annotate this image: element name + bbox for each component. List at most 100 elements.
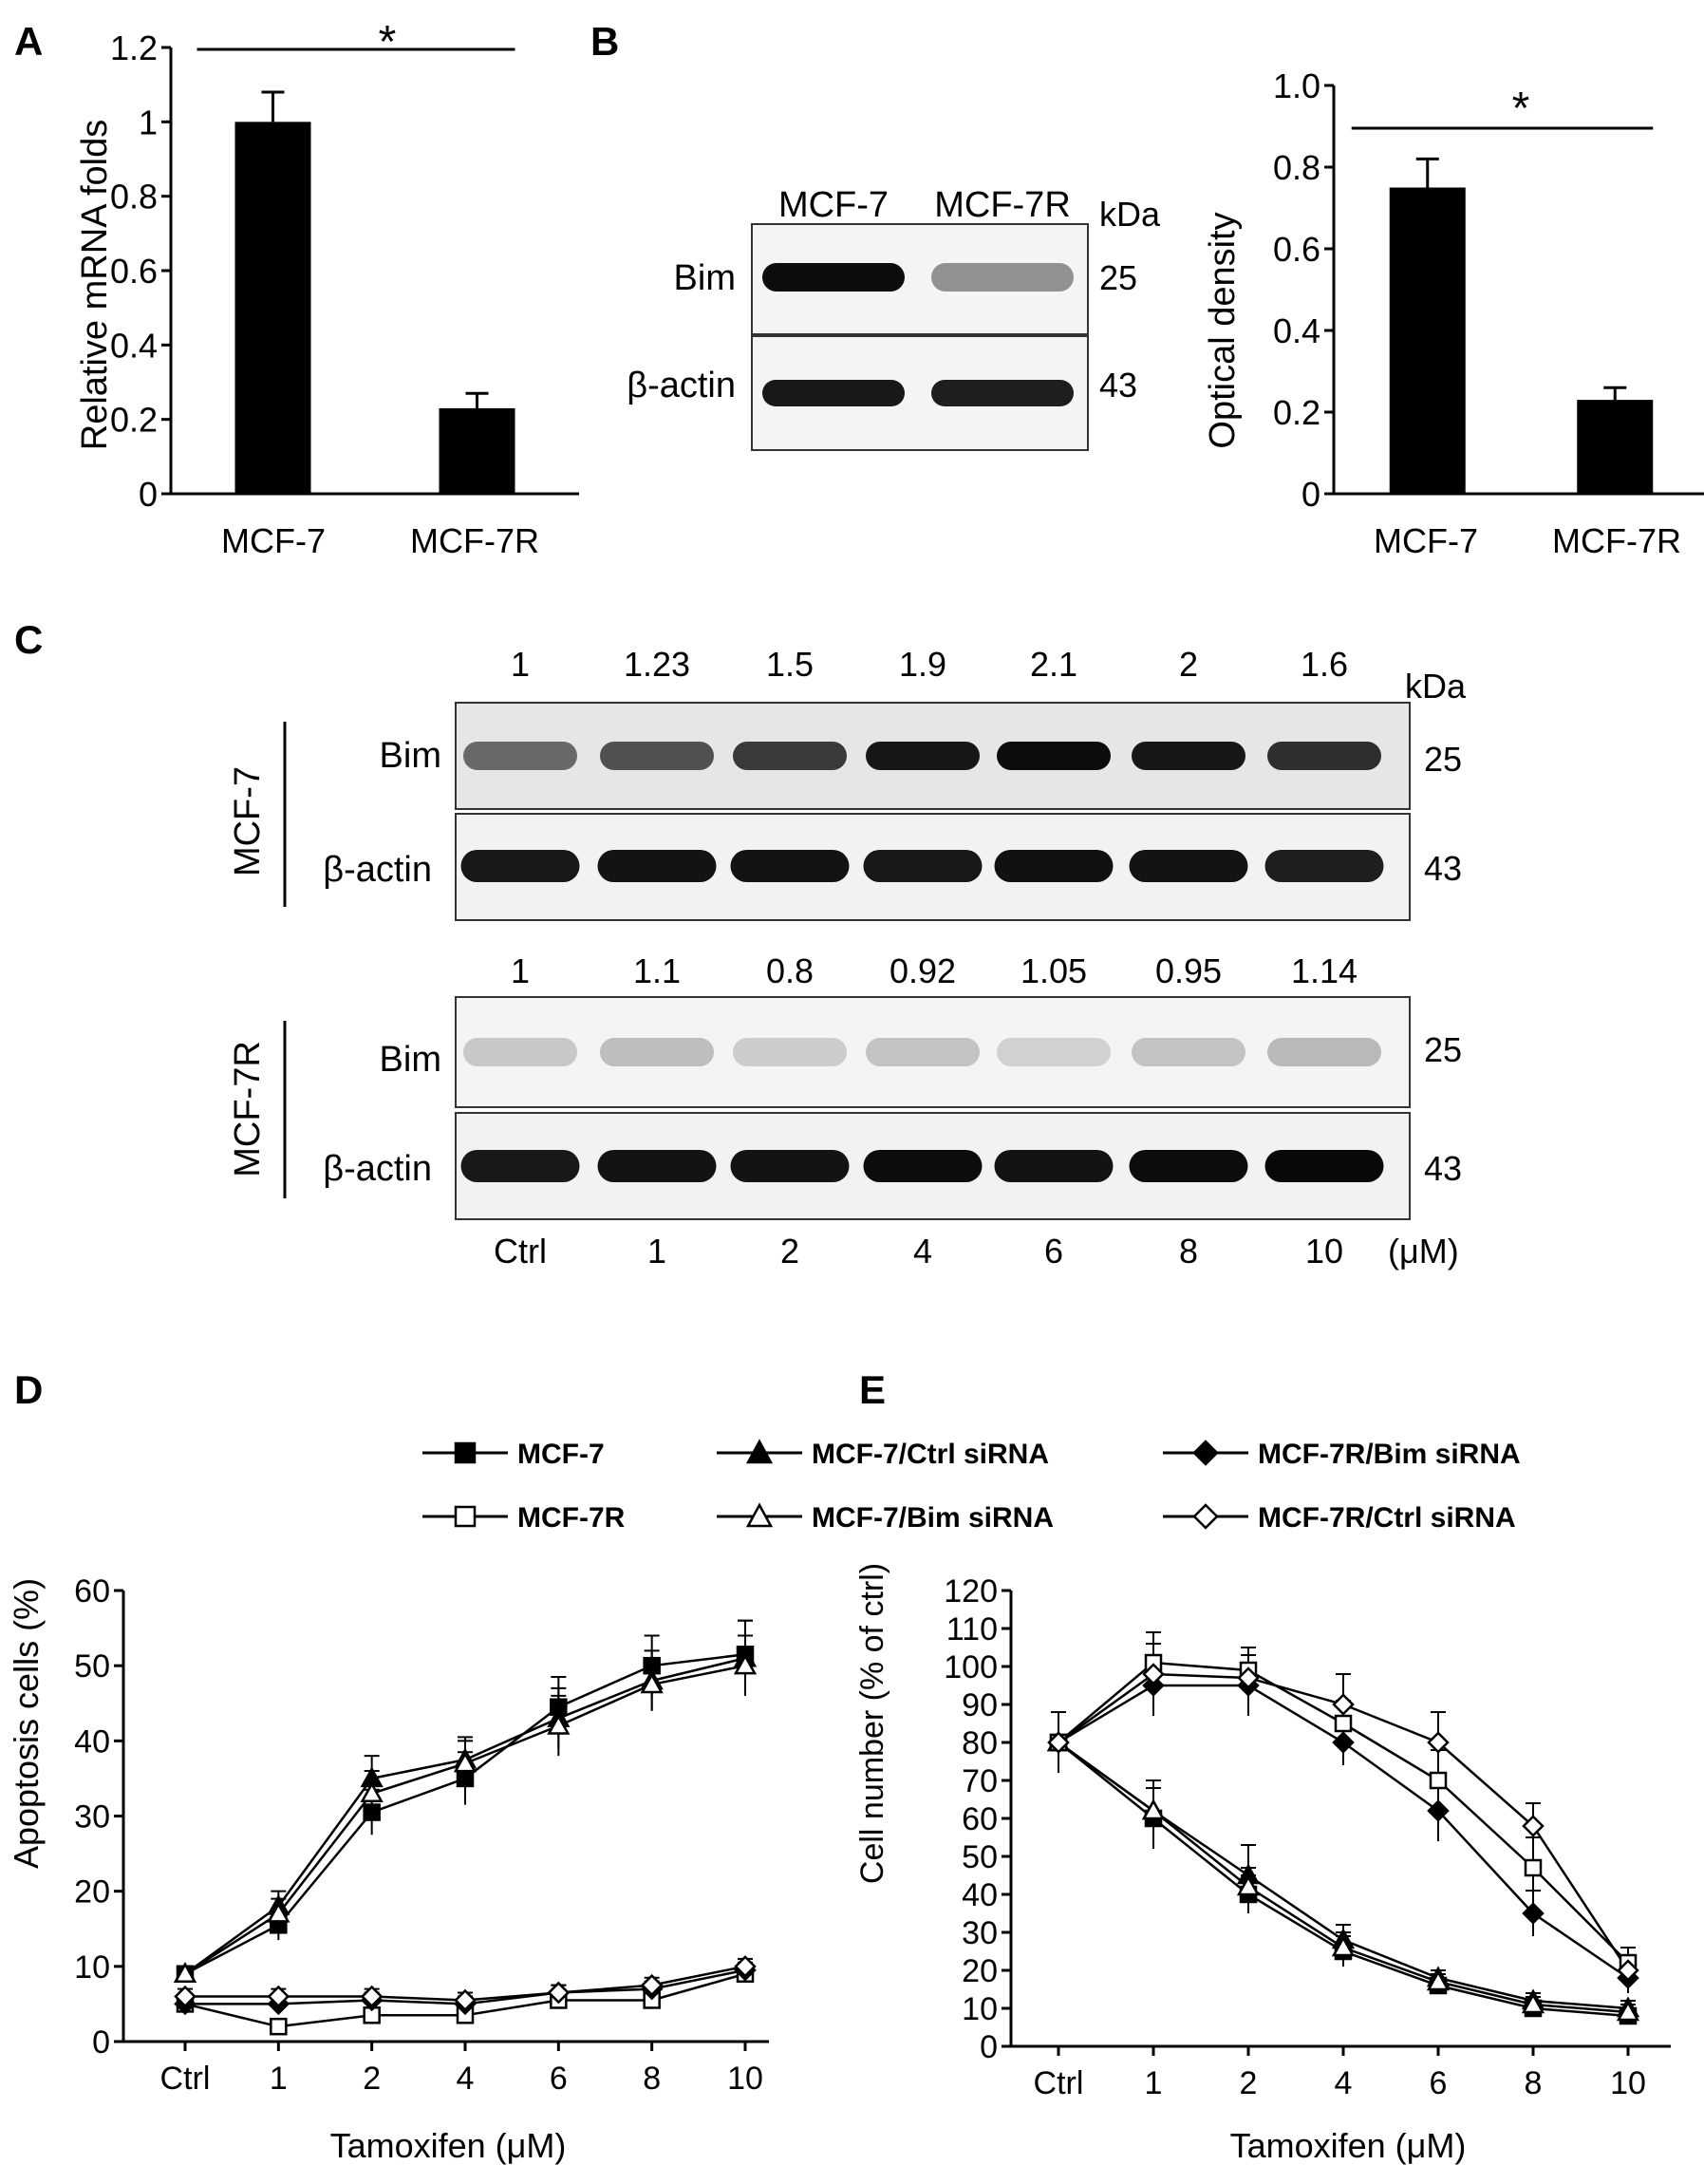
panel-d-point-mcf-7-bim-sirna (733, 1653, 758, 1675)
panel-d-y-tick-label: 40 (74, 1723, 110, 1760)
panel-e-line-chart: Cell number (% of ctrl) Tamoxifen (μM) 0… (854, 1563, 1671, 2165)
panel-d-x-tick-label: 2 (363, 2061, 381, 2097)
panel-b-western-blot: MCF-7 MCF-7R kDa Bim β-actin 25 43 (627, 185, 1161, 451)
blot-b-band-bim-mcf-7 (762, 263, 905, 292)
panel-c-western-blot: kDa MCF-7 Bim β-actin 25 43 MCF-7R Bim β… (228, 645, 1467, 1271)
panel-e-point-mcf-7r-bim-sirna (1427, 1799, 1450, 1822)
panel-a-y-tick-label: 0.8 (110, 178, 158, 217)
legend-label-mcf-7: MCF-7 (517, 1439, 605, 1470)
legend-label-mcf-7r: MCF-7R (517, 1502, 626, 1534)
panel-e-point-mcf-7r-bim-sirna (1142, 1674, 1165, 1697)
blot-c-lane-label: 2 (780, 1232, 799, 1271)
panel-b-category-label-mcf7: MCF-7 (1374, 521, 1478, 560)
blot-c-mcf-7r-bim-band (866, 1038, 980, 1066)
panel-e-y-tick-label: 30 (962, 1915, 998, 1951)
blot-c-lane-label: 6 (1044, 1232, 1063, 1271)
blot-c-mcf-7r-bim-band (600, 1038, 714, 1066)
panel-d-y-axis-label: Apoptosis cells (%) (7, 1578, 46, 1869)
blot-c-mcf-7r-bim-band (1267, 1038, 1381, 1066)
blot-c-mcf-7r-fold-value: 1.14 (1291, 951, 1358, 990)
blot-c-lane-label: 1 (647, 1232, 666, 1271)
blot-b-band-actin-mcf-7 (762, 380, 905, 406)
panel-letter-d: D (14, 1367, 43, 1412)
panel-e-y-tick-label: 0 (980, 2029, 998, 2065)
blot-c-mcf7-kda-bim: 25 (1424, 740, 1462, 779)
panel-d-point-mcf-7r (270, 2017, 288, 2036)
panel-a-y-tick-label: 0 (139, 475, 158, 514)
panel-d-point-mcf-7r-ctrl-sirna (267, 1985, 290, 2008)
panel-e-y-tick-label: 10 (962, 1991, 998, 2027)
panel-b-y-tick-label: 1.0 (1273, 66, 1320, 105)
panel-d-point-mcf-7-bim-sirna (267, 1901, 290, 1923)
blot-c-mcf-7r-fold-value: 0.8 (766, 951, 814, 990)
panel-d-x-axis-label: Tamoxifen (μM) (330, 2126, 567, 2165)
panel-d-point-mcf-7r-ctrl-sirna (454, 1988, 477, 2012)
blot-c-group-label-mcf7: MCF-7 (228, 766, 268, 876)
blot-c-mcf-7r-bim-band (997, 1038, 1111, 1066)
blot-c-mcf7-row-label-bim: Bim (380, 736, 441, 776)
panel-a-category-label-mcf7: MCF-7 (221, 521, 326, 560)
panel-e-point-mcf-7-bim-sirna (1331, 1935, 1356, 1957)
panel-d-point-mcf-7-bim-sirna (453, 1751, 477, 1773)
panel-e-y-tick-label: 100 (944, 1649, 998, 1685)
panel-a-y-axis-label: Relative mRNA folds (75, 120, 115, 450)
blot-c-mcf-7-actin-band (863, 850, 983, 882)
panel-a-y-tick-label: 1 (139, 103, 158, 141)
panel-e-point-mcf-7-bim-sirna (1616, 2000, 1640, 2022)
blot-c-mcf-7r-actin-band (1264, 1150, 1384, 1182)
panel-d-point-mcf-7r-ctrl-sirna (174, 1985, 197, 2008)
blot-c-lane-label: 8 (1179, 1232, 1198, 1271)
blot-c-lane-label: 10 (1305, 1232, 1343, 1271)
blot-c-mcf-7r-actin-band (460, 1150, 580, 1182)
panel-letter-b: B (590, 19, 619, 64)
panel-e-point-mcf-7-bim-sirna (1426, 1969, 1451, 1991)
panel-b-y-axis-label: Optical density (1203, 212, 1243, 448)
panel-e-x-tick-label: 8 (1525, 2065, 1543, 2101)
blot-c-mcf7r-row-label-actin: β-actin (323, 1149, 432, 1189)
panel-d-x-tick-label: 4 (457, 2061, 475, 2097)
panel-letter-c: C (14, 617, 43, 662)
panel-e-y-axis-label: Cell number (% of ctrl) (854, 1563, 890, 1884)
blot-c-mcf-7-bim-band (463, 742, 577, 770)
blot-b-row-label-actin: β-actin (627, 366, 736, 405)
panel-b-bar-mcf-7r (1577, 400, 1654, 494)
blot-b-kda-unit: kDa (1099, 195, 1161, 234)
chart-legend: MCF-7 MCF-7/Ctrl siRNA MCF-7R/Bim siRNA MCF… (422, 1439, 1521, 1534)
blot-c-mcf-7-fold-value: 2.1 (1030, 645, 1077, 684)
panel-b-y-tick-label: 0.6 (1273, 230, 1320, 269)
legend-label-mcf-7r-ctrl-sirna: MCF-7R/Ctrl siRNA (1258, 1502, 1516, 1534)
blot-b-band-actin-mcf-7r (931, 380, 1074, 406)
panel-e-point-mcf-7r-ctrl-sirna (1332, 1693, 1355, 1716)
panel-d-point-mcf-7 (363, 1803, 381, 1821)
blot-c-mcf7-row-label-actin: β-actin (323, 850, 432, 890)
blot-b-row-label-bim: Bim (674, 258, 736, 298)
blot-c-mcf-7-bim-band (1132, 742, 1245, 770)
blot-c-mcf7r-row-label-bim: Bim (380, 1040, 441, 1080)
blot-c-mcf-7-bim-band (600, 742, 714, 770)
panel-b-bar-mcf-7 (1389, 187, 1466, 494)
panel-e-point-mcf-7r-ctrl-sirna (1142, 1663, 1165, 1685)
panel-e-y-tick-label: 60 (962, 1801, 998, 1837)
panel-e-point-mcf-7r-ctrl-sirna (1237, 1666, 1260, 1689)
panel-a-significance-star: * (379, 17, 397, 67)
blot-c-mcf-7-bim-band (733, 742, 847, 770)
panel-e-x-tick-label: 4 (1335, 2065, 1353, 2101)
blot-c-mcf-7-fold-value: 1.23 (624, 645, 690, 684)
panel-d-x-tick-label: 10 (727, 2061, 763, 2097)
blot-c-mcf-7-actin-band (994, 850, 1114, 882)
panel-a-bar-chart: Relative mRNA folds * MCF-7 MCF-7R 0 0.2 0… (75, 17, 579, 560)
panel-e-point-mcf-7r (1524, 1858, 1543, 1877)
panel-d-y-tick-label: 20 (74, 1874, 110, 1911)
legend-marker-mcf-7r-bim-sirna (1192, 1440, 1219, 1466)
panel-e-point-mcf-7-bim-sirna (1236, 1874, 1261, 1896)
blot-c-mcf-7r-actin-band (994, 1150, 1114, 1182)
panel-a-bar-mcf-7 (234, 122, 311, 495)
panel-b-significance-star: * (1512, 84, 1530, 134)
blot-c-mcf-7-actin-band (460, 850, 580, 882)
panel-b-y-tick-label: 0.4 (1273, 311, 1320, 350)
panel-e-x-tick-label: 1 (1145, 2065, 1163, 2101)
panel-d-point-mcf-7-bim-sirna (360, 1781, 384, 1802)
blot-c-mcf7-kda-actin: 43 (1424, 849, 1462, 888)
panel-d-point-mcf-7 (456, 1769, 475, 1788)
